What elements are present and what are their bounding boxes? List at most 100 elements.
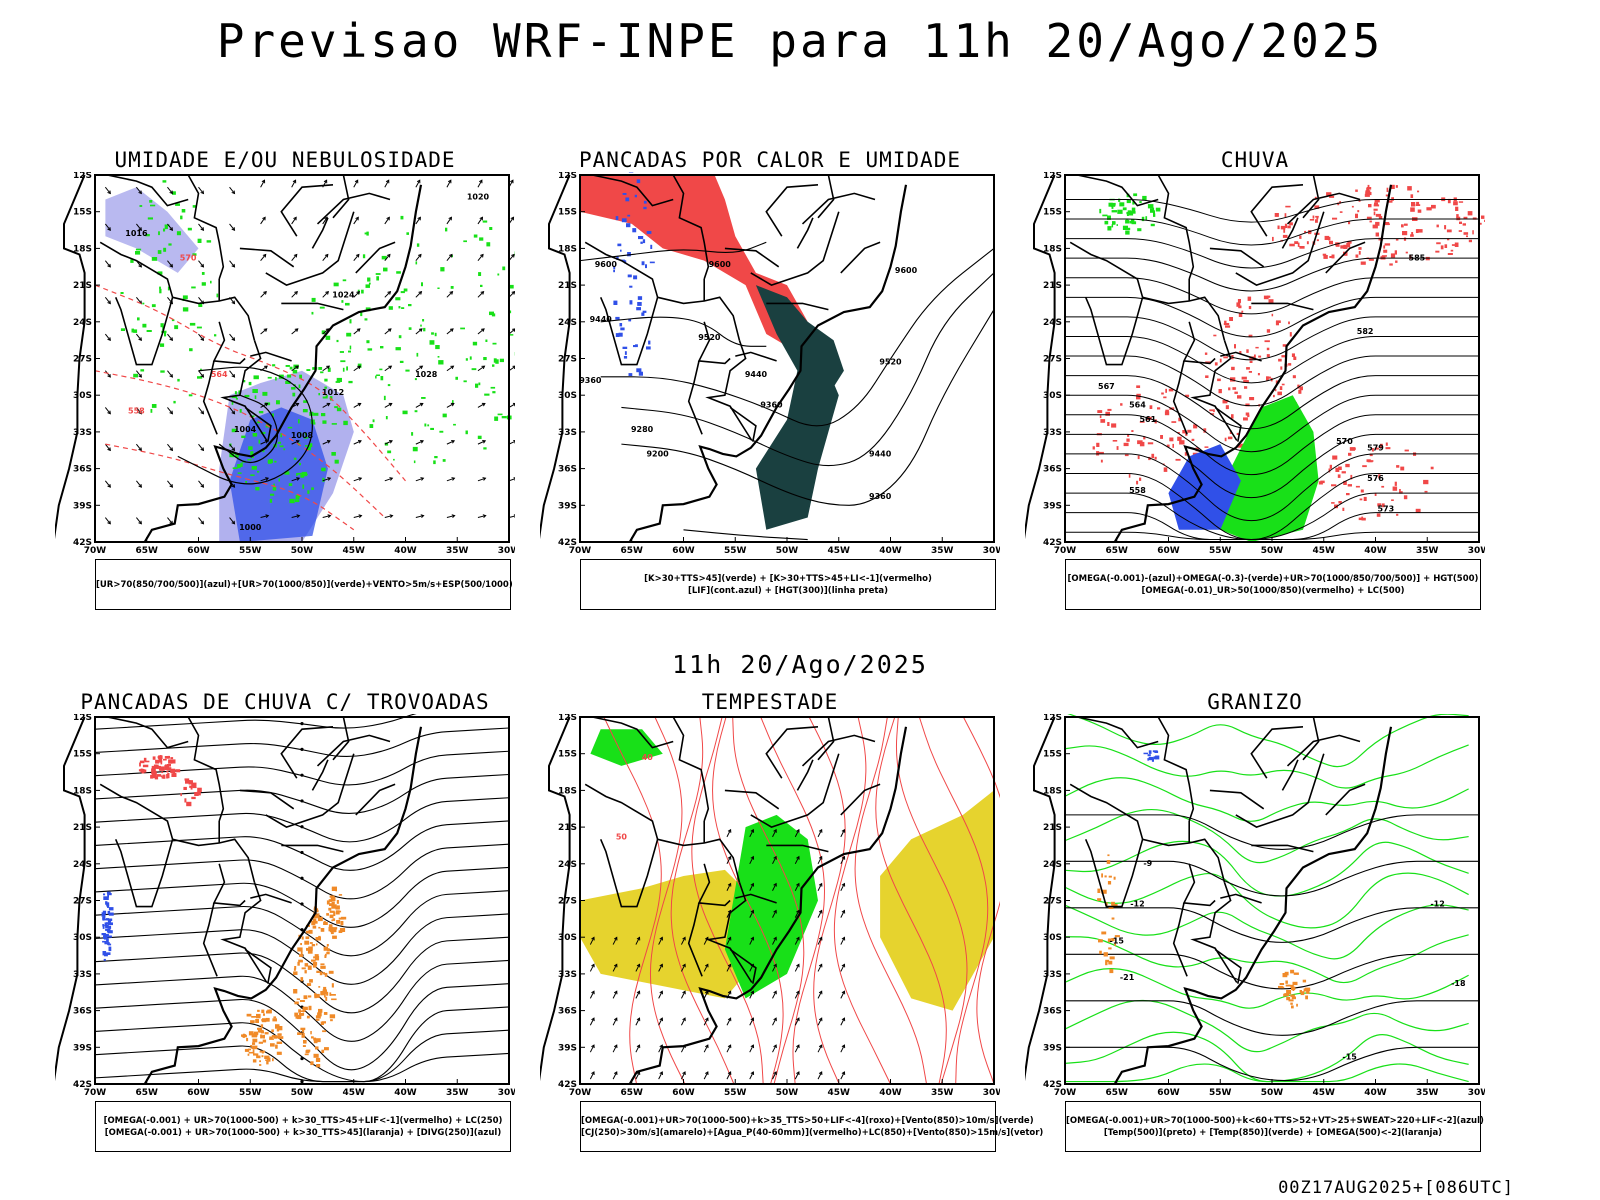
low-humidity-speckle xyxy=(151,404,157,408)
rain-area xyxy=(1339,211,1343,213)
low-humidity-speckle xyxy=(196,326,202,329)
wind-vector xyxy=(198,517,204,525)
west-coastline xyxy=(1025,174,1056,540)
contour-label: 1004 xyxy=(234,425,257,434)
low-humidity-speckle xyxy=(182,295,188,300)
thunderstorm-area xyxy=(241,1034,244,1037)
height-contour xyxy=(600,247,995,427)
vector-head xyxy=(107,447,111,452)
thunderstorm-area xyxy=(158,758,163,763)
border-line xyxy=(1286,734,1361,767)
rain-area xyxy=(1385,447,1391,450)
panel-umidade: UMIDADE E/OU NEBULOSIDADE 1020 1016 1024 10… xyxy=(55,148,515,648)
thunderstorm-area xyxy=(167,774,170,779)
low-humidity-speckle xyxy=(188,394,193,397)
thunderstorm-area xyxy=(314,992,316,997)
lon-label: 35W xyxy=(1416,546,1439,556)
wind-vector xyxy=(840,883,845,891)
rain-area xyxy=(1478,222,1482,225)
low-humidity-speckle xyxy=(339,351,344,353)
vector-head xyxy=(169,263,174,268)
omega-area xyxy=(1105,961,1108,966)
thunderstorm-area xyxy=(298,1013,304,1016)
vector-head xyxy=(389,477,394,481)
low-humidity-speckle xyxy=(304,432,307,436)
wind-vector xyxy=(446,217,452,225)
wind-vector xyxy=(415,328,423,335)
low-humidity-speckle xyxy=(366,340,370,344)
low-humidity-speckle xyxy=(157,250,162,254)
thunderstorm-area xyxy=(150,774,154,779)
lon-label: 45W xyxy=(828,1088,851,1098)
lat-label: 39S xyxy=(73,501,92,511)
low-humidity-speckle xyxy=(172,191,176,195)
rain-area xyxy=(1375,221,1380,226)
border-line xyxy=(1069,783,1144,840)
thunderstorm-area xyxy=(331,886,337,890)
thunderstorm-area xyxy=(184,798,187,803)
temp850-contour xyxy=(1064,904,1469,960)
vector-head xyxy=(613,963,618,968)
lat-label: 36S xyxy=(558,465,577,475)
height-contour xyxy=(621,272,995,467)
border-line xyxy=(599,838,659,908)
thunderstorm-area xyxy=(278,1028,281,1031)
rain-area xyxy=(1275,321,1279,326)
vector-head xyxy=(750,855,755,860)
thunderstorm-area xyxy=(312,918,317,923)
low-humidity-speckle xyxy=(412,446,418,452)
lat-label: 42S xyxy=(1043,1080,1062,1090)
thunderstorm-area xyxy=(180,793,182,797)
thunderstorm-area xyxy=(317,1012,322,1017)
lon-label: 60W xyxy=(672,1088,695,1098)
thunderstorm-area xyxy=(315,1046,319,1050)
thunderstorm-area xyxy=(298,1009,301,1013)
rain-area xyxy=(1369,453,1373,457)
vector-head xyxy=(296,477,301,481)
rain-area xyxy=(1386,187,1389,192)
streamline xyxy=(808,716,846,1085)
rain-area xyxy=(1119,202,1125,207)
height-contour xyxy=(600,316,767,347)
lifted-index-contour xyxy=(619,323,623,327)
lon-label: 55W xyxy=(724,546,747,556)
wind-vector xyxy=(198,407,204,415)
vector-head xyxy=(420,514,425,519)
lat-label: 36S xyxy=(73,465,92,475)
vector-head xyxy=(107,520,111,525)
border-line xyxy=(724,789,780,810)
rain-area xyxy=(1294,241,1299,244)
border-line xyxy=(657,838,741,883)
thunderstorm-area xyxy=(293,971,298,975)
panel-title: PANCADAS DE CHUVA C/ TROVOADAS xyxy=(80,690,490,714)
vector-head xyxy=(818,936,823,941)
lifted-index-contour xyxy=(648,340,651,345)
low-humidity-speckle xyxy=(293,457,297,460)
wind-vector xyxy=(817,1044,823,1053)
coastline xyxy=(143,726,423,1085)
low-humidity-speckle xyxy=(322,396,328,399)
divergence-area xyxy=(102,940,107,943)
lat-label: 33S xyxy=(1043,428,1062,438)
vector-head xyxy=(169,484,174,488)
lat-label: 21S xyxy=(1043,823,1062,833)
low-humidity-speckle xyxy=(252,389,258,393)
rain-area xyxy=(1404,449,1409,452)
vector-head xyxy=(386,216,390,221)
rain-area xyxy=(1266,295,1271,298)
thunderstorm-area xyxy=(184,778,190,781)
thunderstorm-area xyxy=(252,1045,258,1050)
low-humidity-speckle xyxy=(309,443,313,448)
low-humidity-speckle xyxy=(231,428,237,433)
contour-label: 1000 xyxy=(239,523,262,532)
wind-vector xyxy=(167,260,173,268)
rain-area xyxy=(1417,190,1420,193)
rain-area xyxy=(1112,440,1118,442)
rain-area xyxy=(1148,456,1151,461)
vector-head xyxy=(107,373,111,378)
vector-head xyxy=(231,484,236,488)
rain-area xyxy=(1368,204,1372,208)
rain-area xyxy=(1304,230,1307,233)
rain-area xyxy=(1096,442,1100,447)
